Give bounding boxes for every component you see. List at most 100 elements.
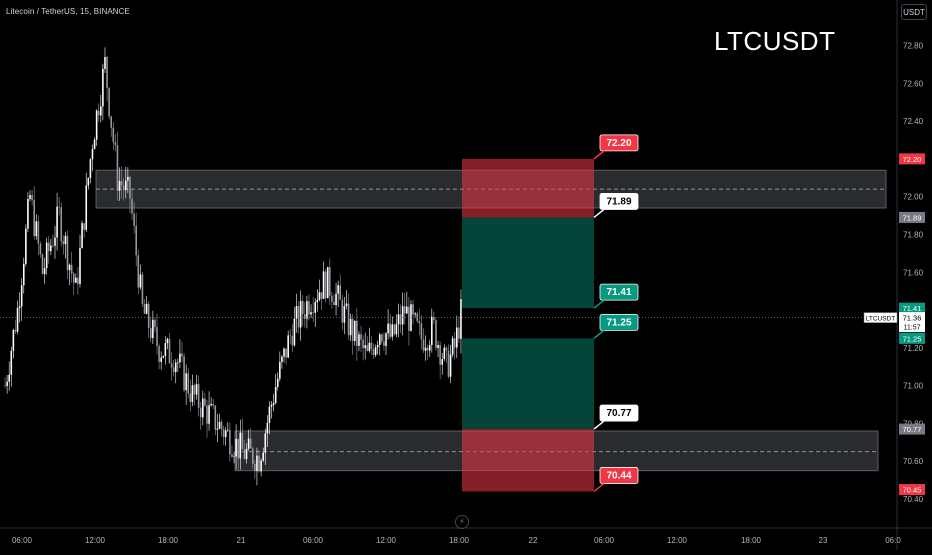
- short-entry-label-text: 71.89: [606, 196, 631, 207]
- candle-body: [122, 185, 125, 191]
- candle-body: [378, 334, 381, 345]
- candle-body: [412, 304, 414, 315]
- candle-body: [374, 347, 377, 356]
- symbol-header[interactable]: Litecoin / TetherUS, 15, BINANCE: [6, 7, 130, 16]
- candle-body: [177, 362, 179, 363]
- candle-body: [264, 433, 267, 453]
- candle-body: [403, 306, 406, 314]
- candle-body: [316, 299, 319, 303]
- candle-body: [229, 429, 231, 455]
- ticker-watermark: LTCUSDT: [714, 26, 836, 56]
- candle-body: [239, 432, 242, 459]
- candle-body: [145, 303, 148, 314]
- candle-body: [52, 245, 54, 247]
- candle-body: [227, 429, 229, 431]
- candle-body: [54, 237, 56, 246]
- candle-body: [181, 353, 183, 357]
- bolt-icon[interactable]: ⚡: [455, 515, 469, 529]
- currency-selector[interactable]: USDT: [901, 4, 927, 20]
- candle-body: [41, 254, 44, 274]
- candle-body: [110, 116, 113, 128]
- candle-body: [172, 367, 175, 373]
- candle-body: [301, 300, 304, 315]
- candle-body: [224, 430, 227, 438]
- long-stop-label-pointer: [593, 482, 605, 493]
- candle-body: [10, 350, 13, 375]
- candle-body: [353, 320, 356, 341]
- candle-body: [147, 303, 150, 328]
- axis-badge-text: 72.20: [903, 155, 922, 164]
- candle-body: [233, 456, 235, 457]
- candle-body: [185, 373, 187, 391]
- axis-price-badge: 72.20: [899, 153, 925, 165]
- candle-body: [85, 185, 88, 230]
- candle-body: [356, 320, 358, 346]
- candle-body: [37, 221, 40, 244]
- candle-body: [106, 57, 108, 89]
- candle-body: [39, 243, 42, 255]
- candle-body: [156, 327, 158, 346]
- candle-body: [274, 386, 277, 403]
- candle-body: [100, 106, 102, 116]
- candle-body: [114, 142, 117, 146]
- candle-body: [204, 398, 206, 406]
- candle-body: [366, 345, 369, 351]
- candle-body: [351, 318, 354, 341]
- candle-body: [410, 304, 412, 331]
- axis-badge-bg: [899, 302, 925, 314]
- candle-body: [276, 378, 279, 387]
- candle-body: [216, 428, 219, 430]
- short-stop-label: 72.20: [593, 134, 639, 160]
- short-stop-label-text: 72.20: [606, 138, 631, 149]
- candle-body: [66, 235, 69, 271]
- axis-badge-text: 71.41: [903, 304, 922, 313]
- candle-body: [212, 403, 215, 406]
- candle-body: [420, 323, 423, 340]
- x-tick-label: 12:00: [667, 536, 688, 545]
- candle-body: [199, 407, 202, 418]
- x-tick-label: 12:00: [376, 536, 397, 545]
- short-stop-zone: [462, 158, 594, 218]
- candle-body: [87, 177, 90, 186]
- candle-body: [202, 398, 204, 418]
- candle-body: [310, 312, 312, 315]
- y-tick-label: 71.60: [903, 268, 924, 277]
- candle-body: [391, 324, 394, 337]
- candle-body: [137, 255, 140, 288]
- candle-body: [283, 348, 285, 357]
- candle-body: [33, 199, 35, 237]
- axis-price-badge: 71.41: [899, 302, 925, 314]
- candle-body: [333, 301, 335, 306]
- candle-body: [168, 338, 171, 364]
- candle-body: [347, 303, 350, 336]
- candle-body: [345, 303, 348, 306]
- candle-body: [299, 300, 302, 328]
- candle-body: [443, 347, 446, 360]
- x-tick-label: 06:00: [12, 536, 33, 545]
- candle-body: [339, 285, 342, 300]
- candle-body: [431, 316, 433, 346]
- y-tick-label: 71.80: [903, 230, 924, 239]
- candle-body: [368, 342, 371, 351]
- candle-body: [435, 319, 437, 349]
- candle-body: [247, 438, 250, 449]
- candle-body: [143, 304, 146, 314]
- candle-body: [43, 268, 46, 274]
- candle-body: [451, 338, 454, 355]
- candle-body: [256, 455, 258, 472]
- candle-body: [424, 347, 427, 351]
- candle-body: [50, 245, 52, 252]
- candle-body: [428, 345, 431, 351]
- y-tick-label: 70.60: [903, 457, 924, 466]
- candle-body: [260, 460, 262, 472]
- candle-body: [129, 176, 131, 199]
- candle-body: [326, 267, 329, 299]
- candle-body: [72, 273, 75, 283]
- long-stop-label: 70.44: [593, 467, 639, 493]
- candle-body: [331, 295, 333, 302]
- short-stop-label-box: [599, 134, 639, 152]
- last-price-bg: [899, 312, 925, 333]
- candles-group: [4, 47, 462, 486]
